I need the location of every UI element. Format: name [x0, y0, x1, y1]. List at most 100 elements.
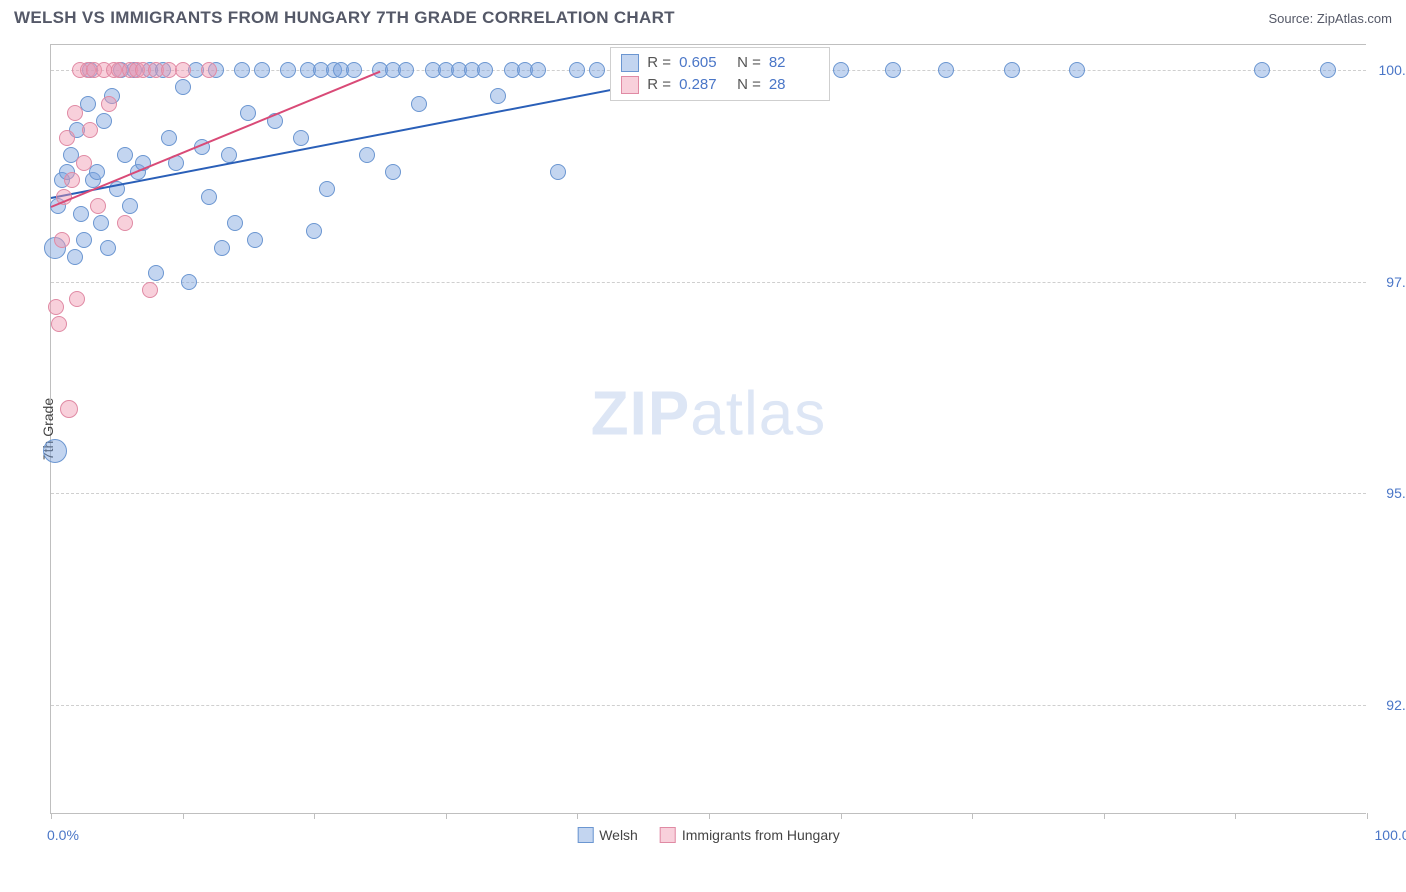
- data-point: [51, 316, 67, 332]
- data-point: [550, 164, 566, 180]
- data-point: [885, 62, 901, 78]
- y-tick-label: 95.0%: [1370, 485, 1406, 501]
- data-point: [122, 198, 138, 214]
- data-point: [319, 181, 335, 197]
- data-point: [76, 155, 92, 171]
- x-axis-max-label: 100.0%: [1375, 827, 1406, 843]
- data-point: [82, 122, 98, 138]
- data-point: [201, 62, 217, 78]
- data-point: [293, 130, 309, 146]
- legend-swatch: [621, 76, 639, 94]
- data-point: [60, 400, 78, 418]
- header: WELSH VS IMMIGRANTS FROM HUNGARY 7TH GRA…: [0, 0, 1406, 36]
- data-point: [73, 206, 89, 222]
- data-point: [64, 172, 80, 188]
- legend-swatch: [621, 54, 639, 72]
- x-tick: [841, 813, 842, 819]
- data-point: [117, 215, 133, 231]
- watermark-light: atlas: [690, 379, 826, 448]
- data-point: [833, 62, 849, 78]
- data-point: [175, 79, 191, 95]
- data-point: [1320, 62, 1336, 78]
- data-point: [48, 299, 64, 315]
- x-tick: [1104, 813, 1105, 819]
- data-point: [254, 62, 270, 78]
- data-point: [240, 105, 256, 121]
- data-point: [306, 223, 322, 239]
- data-point: [530, 62, 546, 78]
- correlation-legend: R = 0.605 N = 82 R = 0.287 N = 28: [610, 47, 830, 101]
- data-point: [148, 265, 164, 281]
- data-point: [142, 282, 158, 298]
- legend-bottom: Welsh Immigrants from Hungary: [577, 827, 840, 843]
- legend-n-label: N =: [737, 54, 761, 71]
- plot-surface: ZIPatlas 92.5%95.0%97.5%100.0%R =0.605N …: [51, 45, 1366, 813]
- legend-label: Welsh: [599, 827, 638, 843]
- x-tick: [446, 813, 447, 819]
- data-point: [161, 130, 177, 146]
- data-point: [89, 164, 105, 180]
- data-point: [569, 62, 585, 78]
- data-point: [93, 215, 109, 231]
- data-point: [100, 240, 116, 256]
- data-point: [938, 62, 954, 78]
- x-axis-min-label: 0.0%: [47, 827, 79, 843]
- y-tick-label: 97.5%: [1370, 274, 1406, 290]
- watermark: ZIPatlas: [591, 378, 826, 449]
- legend-n-label: N =: [737, 76, 761, 93]
- legend-n-value: 28: [769, 76, 819, 93]
- legend-row: R = 0.287 N = 28: [621, 74, 819, 96]
- data-point: [398, 62, 414, 78]
- gridline: [51, 493, 1366, 494]
- legend-swatch: [577, 827, 593, 843]
- legend-n-value: 82: [769, 54, 819, 71]
- data-point: [43, 439, 67, 463]
- legend-row: R = 0.605 N = 82: [621, 52, 819, 74]
- legend-r-label: R =: [647, 54, 671, 71]
- data-point: [181, 274, 197, 290]
- chart-area: 7th Grade ZIPatlas 92.5%95.0%97.5%100.0%…: [50, 44, 1366, 814]
- data-point: [59, 130, 75, 146]
- x-tick: [314, 813, 315, 819]
- data-point: [67, 105, 83, 121]
- data-point: [117, 147, 133, 163]
- data-point: [201, 189, 217, 205]
- legend-r-value: 0.605: [679, 54, 729, 71]
- data-point: [385, 164, 401, 180]
- x-tick: [183, 813, 184, 819]
- legend-r-value: 0.287: [679, 76, 729, 93]
- source-link[interactable]: ZipAtlas.com: [1317, 11, 1392, 26]
- watermark-bold: ZIP: [591, 379, 690, 448]
- data-point: [101, 96, 117, 112]
- chart-title: WELSH VS IMMIGRANTS FROM HUNGARY 7TH GRA…: [14, 8, 675, 28]
- legend-swatch: [660, 827, 676, 843]
- data-point: [69, 291, 85, 307]
- x-tick: [51, 813, 52, 819]
- data-point: [477, 62, 493, 78]
- source-attribution: Source: ZipAtlas.com: [1268, 11, 1392, 26]
- data-point: [227, 215, 243, 231]
- source-prefix: Source:: [1268, 11, 1316, 26]
- data-point: [1004, 62, 1020, 78]
- data-point: [1254, 62, 1270, 78]
- data-point: [589, 62, 605, 78]
- data-point: [214, 240, 230, 256]
- x-tick: [577, 813, 578, 819]
- legend-item: Welsh: [577, 827, 638, 843]
- data-point: [346, 62, 362, 78]
- data-point: [359, 147, 375, 163]
- legend-item: Immigrants from Hungary: [660, 827, 840, 843]
- legend-label: Immigrants from Hungary: [682, 827, 840, 843]
- x-tick: [709, 813, 710, 819]
- legend-r-label: R =: [647, 76, 671, 93]
- data-point: [76, 232, 92, 248]
- x-tick: [1235, 813, 1236, 819]
- data-point: [411, 96, 427, 112]
- data-point: [280, 62, 296, 78]
- data-point: [234, 62, 250, 78]
- y-tick-label: 100.0%: [1370, 62, 1406, 78]
- data-point: [1069, 62, 1085, 78]
- x-tick: [1367, 813, 1368, 819]
- data-point: [54, 232, 70, 248]
- data-point: [490, 88, 506, 104]
